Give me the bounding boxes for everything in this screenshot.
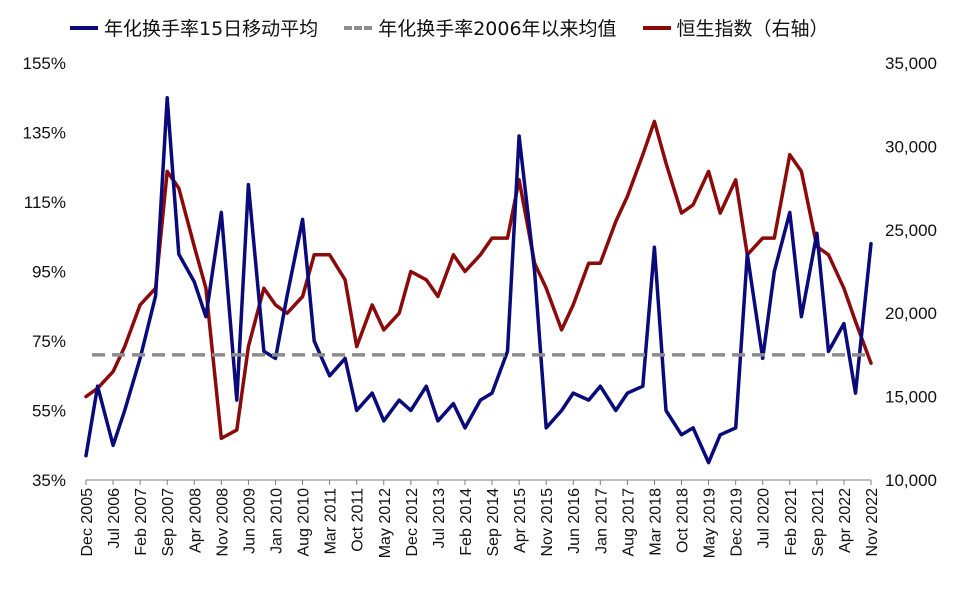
x-axis-tick-label: Nov 2008 [214,488,231,557]
left-axis-ticks: 35% 55% 75% 95% 115% 135% 155% [23,54,66,490]
right-axis-tick-label: 20,000 [885,304,937,323]
x-axis-tick-label: Oct 2011 [350,488,367,552]
x-axis-tick-label: Feb 2014 [458,488,475,556]
legend-swatch-average [344,25,373,30]
right-axis-tick-label: 10,000 [885,471,937,490]
x-axis-tick-label: Jul 2020 [756,488,773,549]
x-axis-tick-label: Mar 2018 [647,488,664,556]
right-axis-tick-label: 30,000 [885,137,937,156]
x-axis-tick-label: Jul 2006 [106,488,123,549]
x-axis-tick-label: Dec 2005 [79,488,96,557]
x-axis-tick-label: Aug 2010 [296,488,313,557]
legend-label-average: 年化换手率2006年以来均值 [378,18,617,40]
x-axis-tick-label: Sep 2021 [810,488,827,557]
x-axis-tick-label: May 2019 [702,488,719,558]
legend-swatch-turnover [70,25,98,30]
x-axis-tick-label: Jan 2010 [268,488,285,554]
left-axis-tick-label: 55% [32,402,66,421]
x-axis-tick-label: Nov 2022 [864,488,881,557]
x-axis-tick-label: Dec 2019 [729,488,746,557]
legend: 年化换手率15日移动平均 年化换手率2006年以来均值 恒生指数（右轴） [70,14,829,41]
legend-swatch-hsi [642,25,671,30]
legend-label-hsi: 恒生指数（右轴） [676,18,829,40]
left-axis-tick-label: 95% [32,263,66,282]
x-axis-tick-label: Jun 2009 [241,488,258,554]
x-axis-tick-label: Apr 2008 [187,488,204,553]
left-axis-tick-label: 35% [32,471,66,490]
x-axis-tick-label: Apr 2015 [512,488,529,553]
legend-item-hsi: 恒生指数（右轴） [642,14,829,41]
x-axis-tick-label: Sep 2014 [485,488,502,557]
legend-item-average: 年化换手率2006年以来均值 [344,14,617,41]
x-axis-tick-label: Nov 2015 [539,488,556,557]
left-axis-tick-label: 135% [23,124,66,143]
x-axis-tick-label: Dec 2012 [404,488,421,557]
x-axis-tick-label: Jul 2013 [431,488,448,549]
right-axis-tick-label: 15,000 [885,388,937,407]
left-axis-tick-label: 155% [23,54,66,73]
right-axis-tick-label: 25,000 [885,221,937,240]
series-turnover [84,96,873,465]
series-hsi [84,119,873,441]
left-axis-tick-label: 115% [24,193,66,212]
legend-label-turnover: 年化换手率15日移动平均 [104,18,319,40]
x-axis-tick-label: May 2012 [377,488,394,558]
right-axis-tick-label: 35,000 [885,54,937,73]
x-axis-tick-label: Sep 2007 [160,488,177,557]
x-axis-tick-label: Feb 2007 [133,488,150,556]
x-axis-tick-label: Jan 2017 [593,488,610,554]
hsi-line [84,119,873,441]
left-axis-tick-label: 75% [32,332,66,351]
x-axis-ticks: Dec 2005 Jul 2006 Feb 2007 Sep 2007 Apr 2008… [79,480,881,558]
right-axis-ticks: 10,000 15,000 20,000 25,000 30,000 35,000 [885,54,937,490]
x-axis-tick-label: Aug 2017 [620,488,637,557]
x-axis-tick-label: Mar 2011 [323,488,340,555]
x-axis-tick-label: Apr 2022 [837,488,854,553]
legend-item-turnover: 年化换手率15日移动平均 [70,14,318,41]
turnover-line [84,96,873,465]
x-axis-tick-label: Jun 2016 [566,488,583,554]
x-axis-tick-label: Feb 2021 [783,488,800,556]
x-axis-tick-label: Oct 2018 [675,488,692,553]
